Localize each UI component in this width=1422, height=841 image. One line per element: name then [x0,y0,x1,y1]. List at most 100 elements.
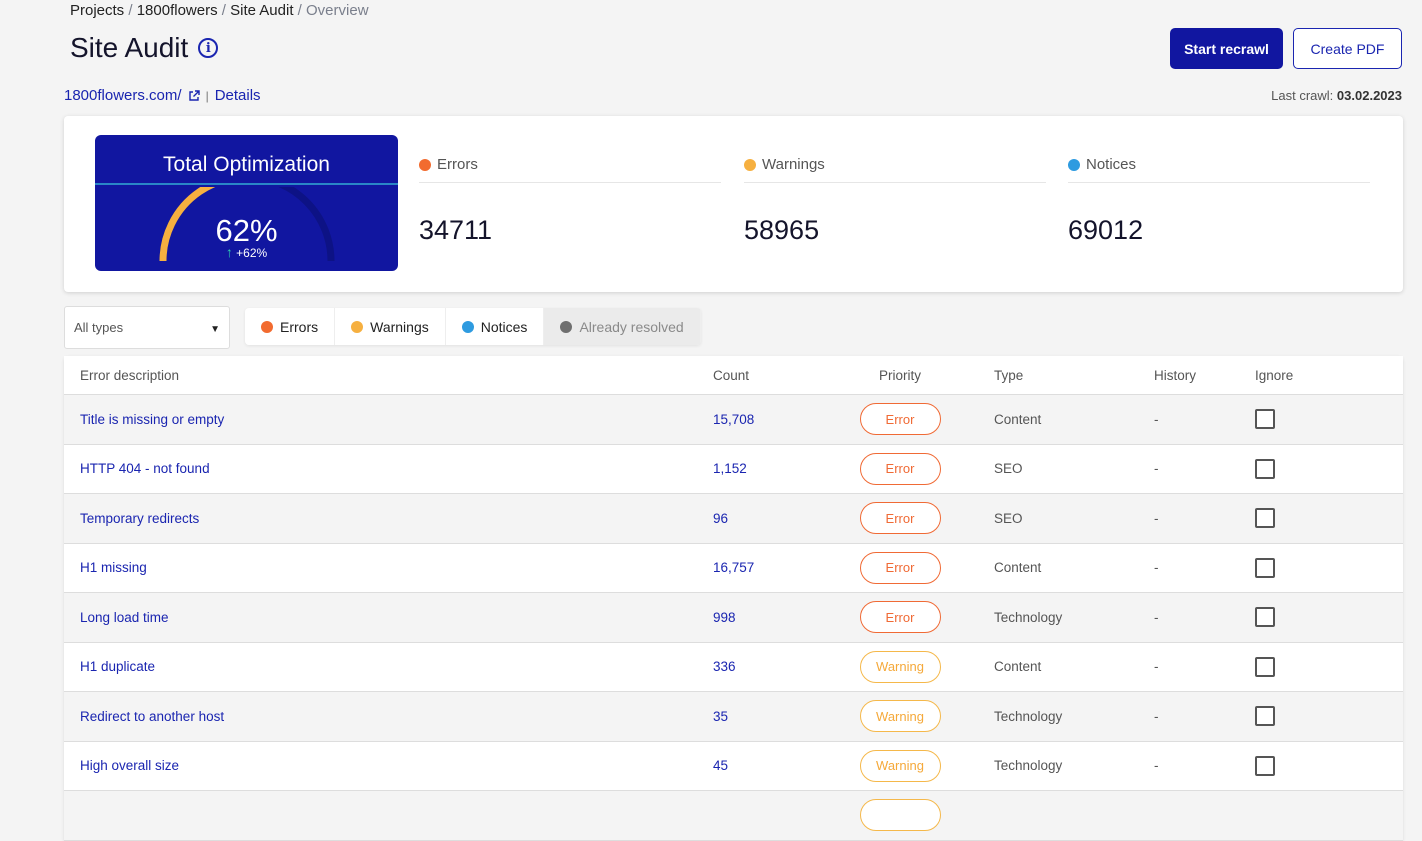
summary-card: Total Optimization 62% ↑ +62% Errors 3471… [64,116,1403,292]
ignore-checkbox[interactable] [1255,409,1275,430]
site-url-link[interactable]: 1800flowers.com/ [64,87,182,104]
filter-tabs: Errors Warnings Notices Already resolved [245,308,701,345]
stat-value: 34711 [419,215,493,245]
issue-link[interactable]: Long load time [80,609,169,625]
issue-history: - [1154,708,1159,724]
issue-count[interactable]: 1,152 [713,461,747,477]
stat-value: 58965 [744,215,820,245]
issue-type: Technology [994,758,1063,774]
issue-type: SEO [994,461,1023,477]
header-ignore: Ignore [1255,367,1294,383]
warnings-dot-icon [744,158,756,171]
stat-label: Warnings [762,156,825,173]
priority-badge: Warning [859,749,941,782]
notices-dot-icon [461,320,474,333]
gauge-fill [159,187,216,262]
filter-label: Notices [480,318,528,335]
issue-history: - [1154,758,1159,774]
filter-already-resolved[interactable]: Already resolved [544,308,701,345]
issue-type: Content [994,411,1042,427]
issue-count[interactable]: 15,708 [713,411,755,427]
priority-badge: Warning [859,700,941,733]
issue-count[interactable]: 998 [713,609,736,625]
errors-dot-icon [419,158,431,171]
ignore-checkbox[interactable] [1255,458,1275,479]
last-crawl: Last crawl: 03.02.2023 [1271,88,1402,103]
header-type[interactable]: Type [994,367,1024,383]
issue-link[interactable]: H1 missing [80,560,147,576]
issue-count[interactable]: 96 [713,510,729,526]
issue-type: Technology [994,609,1063,625]
priority-badge [859,799,941,832]
ignore-checkbox[interactable] [1255,508,1275,529]
issue-history: - [1154,560,1159,576]
page-title-text: Site Audit [70,32,189,63]
table-row: Temporary redirects 96 Error SEO - [64,494,1403,544]
filter-label: Warnings [370,318,429,335]
stat-value: 69012 [1068,215,1144,245]
priority-badge: Error [859,601,941,634]
filter-notices[interactable]: Notices [445,308,545,345]
resolved-dot-icon [560,320,573,333]
optimization-title: Total Optimization [95,135,398,185]
table-row: HTTP 404 - not found 1,152 Error SEO - [64,445,1403,494]
ignore-checkbox[interactable] [1255,755,1275,776]
ignore-checkbox[interactable] [1255,656,1275,677]
optimization-gauge [159,187,335,262]
table-header: Error description Count Priority Type Hi… [64,356,1403,395]
create-pdf-button[interactable]: Create PDF [1293,28,1402,69]
priority-badge: Error [859,403,941,436]
last-crawl-label: Last crawl: [1271,88,1334,103]
stat-notices: Notices 69012 [1068,156,1370,246]
issue-link[interactable]: High overall size [80,758,180,774]
issue-history: - [1154,609,1159,625]
breadcrumb-site-audit[interactable]: Site Audit [230,2,294,19]
issue-count[interactable]: 45 [713,758,729,774]
issue-link[interactable]: Title is missing or empty [80,411,225,427]
delta-text: +62% [236,246,268,260]
divider: | [205,88,209,103]
page-title: Site Audit i [70,32,219,64]
start-recrawl-button[interactable]: Start recrawl [1170,28,1283,69]
breadcrumb-project[interactable]: 1800flowers [136,2,218,19]
breadcrumb-overview: Overview [306,2,369,19]
site-link-bar: 1800flowers.com/ | Details [64,87,261,104]
issue-count[interactable]: 336 [713,659,736,675]
issue-link[interactable]: Redirect to another host [80,708,225,724]
header-priority[interactable]: Priority [878,367,921,383]
table-row: Title is missing or empty 15,708 Error C… [64,395,1403,445]
ignore-checkbox[interactable] [1255,706,1275,727]
filter-errors[interactable]: Errors [245,308,336,345]
header-count[interactable]: Count [713,367,750,383]
stat-label: Errors [437,156,478,173]
filter-label: Errors [280,318,319,335]
filter-label: Already resolved [579,318,684,335]
errors-dot-icon [261,320,273,333]
issue-link[interactable]: Temporary redirects [80,510,200,526]
info-icon[interactable]: i [198,38,219,58]
filter-warnings[interactable]: Warnings [335,308,446,345]
ignore-checkbox[interactable] [1255,557,1275,578]
priority-badge: Warning [859,650,941,683]
issue-type: Content [994,560,1042,576]
external-link-icon[interactable] [188,89,200,102]
priority-badge: Error [859,502,941,535]
issue-link[interactable]: HTTP 404 - not found [80,461,210,477]
arrow-up-icon: ↑ [225,244,233,260]
breadcrumb-projects[interactable]: Projects [70,2,125,19]
type-select[interactable]: All types ▼ [64,306,230,349]
issue-link[interactable]: H1 duplicate [80,659,156,675]
ignore-checkbox[interactable] [1255,607,1275,628]
issue-count[interactable]: 35 [713,708,729,724]
table-row: Redirect to another host 35 Warning Tech… [64,692,1403,742]
issue-history: - [1154,659,1159,675]
optimization-value: 62% [215,213,278,248]
table-row [64,791,1403,841]
issue-count[interactable]: 16,757 [713,560,755,576]
optimization-delta: ↑ +62% [95,244,398,260]
details-link[interactable]: Details [214,87,261,104]
issue-history: - [1154,461,1159,477]
priority-badge: Error [859,551,941,584]
header-description[interactable]: Error description [80,367,180,383]
issue-type: Content [994,659,1042,675]
